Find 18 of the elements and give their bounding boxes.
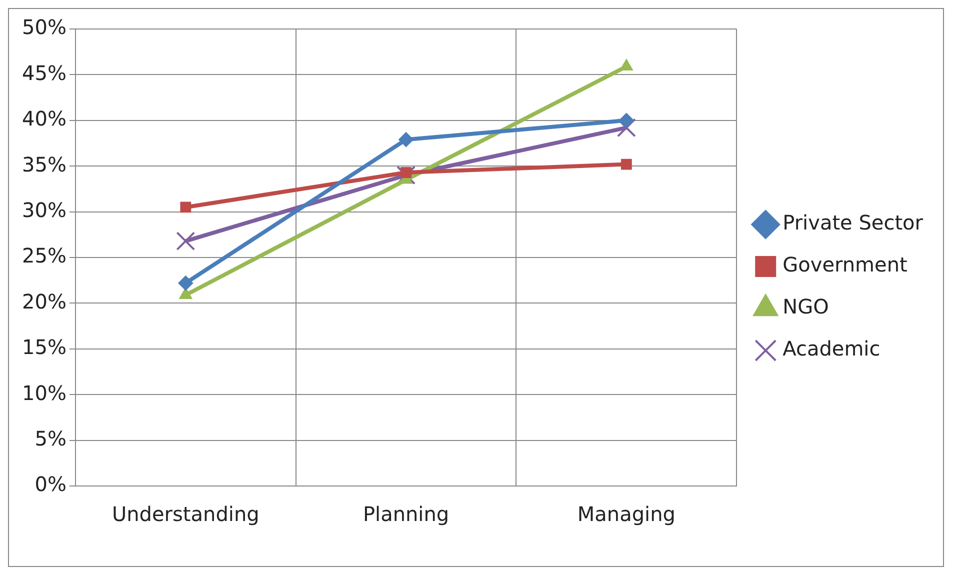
y-tick-label: 25% — [22, 244, 66, 268]
x-tick-label: Planning — [362, 502, 450, 526]
x-tick-label: Understanding — [112, 502, 260, 526]
y-tick-label: 5% — [34, 426, 66, 451]
y-tick-label: 35% — [22, 152, 66, 176]
y-tick-label: 45% — [22, 60, 66, 85]
legend-label: Government — [782, 252, 908, 277]
y-tick-label: 50% — [22, 15, 66, 40]
legend-label: Academic — [782, 336, 880, 361]
y-tick-label: 40% — [22, 106, 66, 131]
y-tick-label: 20% — [22, 289, 66, 314]
x-tick-label: Managing — [577, 502, 676, 526]
y-tick-label: 0% — [34, 472, 66, 496]
y-tick-label: 10% — [22, 380, 66, 405]
y-tick-label: 30% — [22, 198, 66, 222]
legend-label: NGO — [782, 294, 829, 319]
y-tick-label: 15% — [22, 335, 66, 360]
legend-label: Private Sector — [782, 210, 924, 235]
